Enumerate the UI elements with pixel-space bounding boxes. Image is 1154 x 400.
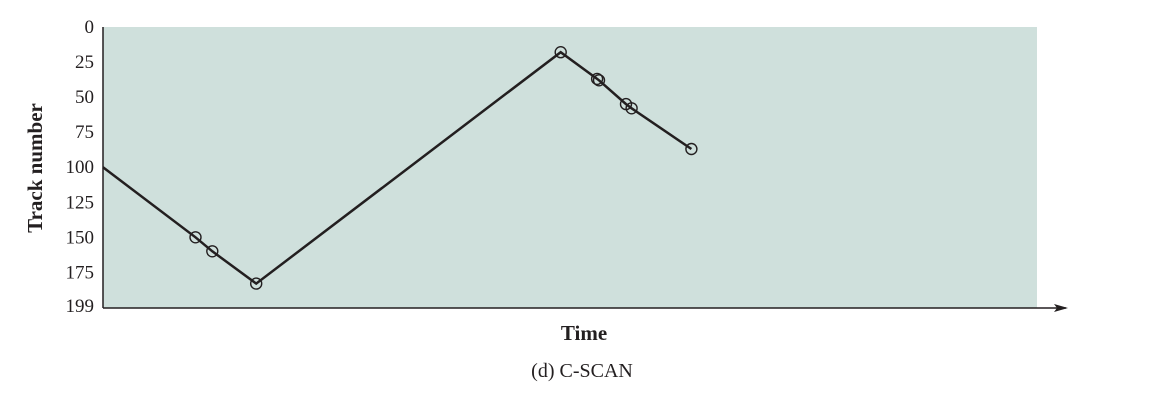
- x-axis-title: Time: [561, 321, 607, 345]
- data-point-marker: [189, 231, 202, 244]
- y-tick-label: 25: [75, 52, 94, 73]
- data-point-marker: [592, 74, 606, 87]
- data-point-marker: [685, 142, 698, 156]
- data-point-marker: [590, 72, 604, 86]
- y-tick-label: 0: [85, 17, 95, 38]
- chart-caption: (d) C-SCAN: [531, 360, 633, 382]
- data-point-marker: [625, 102, 638, 115]
- y-tick-label: 125: [66, 192, 95, 213]
- markers-group: [189, 46, 698, 290]
- data-point-marker: [250, 277, 263, 290]
- y-tick-label: 199: [66, 296, 95, 317]
- series-line: [102, 50, 693, 286]
- y-tick-label: 175: [66, 262, 95, 283]
- y-tick-label: 50: [75, 87, 94, 108]
- series-group: [102, 50, 693, 286]
- y-axis-title: Track number: [23, 103, 47, 233]
- data-point-marker: [206, 245, 219, 258]
- y-tick-label: 100: [66, 157, 95, 178]
- y-tick-label: 150: [66, 227, 95, 248]
- data-point-marker: [554, 46, 567, 59]
- plot-background: [103, 27, 1037, 308]
- y-axis-ticks: 0 25 50 75 100 125 150 175 199: [66, 17, 95, 317]
- y-tick-label: 75: [75, 122, 94, 143]
